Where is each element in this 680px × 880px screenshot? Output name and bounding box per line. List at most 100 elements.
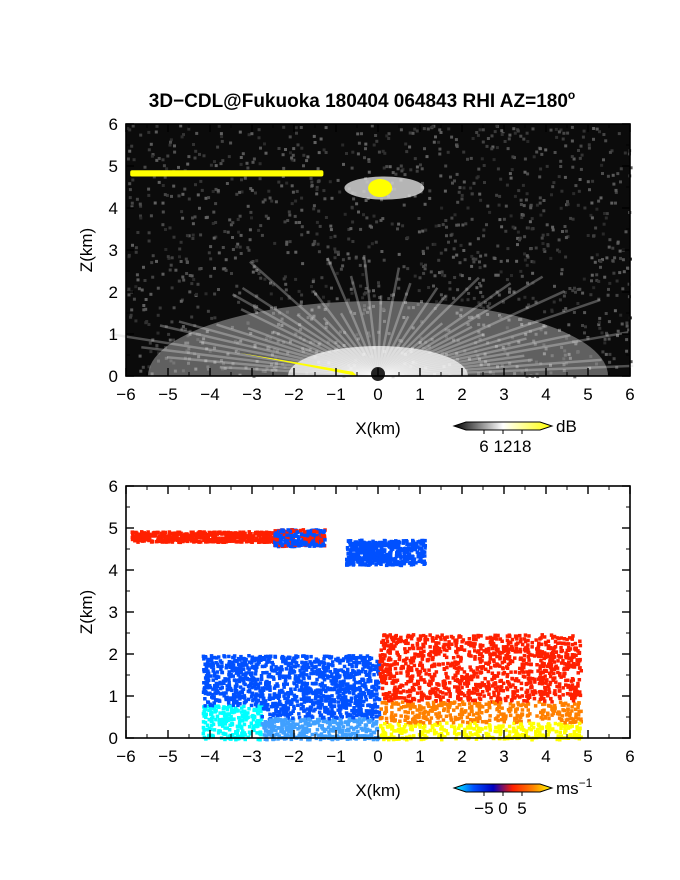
velocity-pixel-upper-west — [260, 532, 264, 537]
velocity-pixel-upper-west — [141, 534, 146, 539]
velocity-pixel-low-west — [232, 654, 237, 658]
velocity-pixel-low-west — [287, 725, 292, 729]
velocity-pixel-low-west — [366, 703, 370, 708]
velocity-pixel-low-west — [316, 699, 320, 703]
noise-pixel — [223, 367, 227, 370]
noise-pixel — [438, 271, 441, 275]
noise-pixel — [544, 347, 548, 351]
velocity-pixel-low-west — [285, 713, 290, 718]
velocity-pixel-upper-west — [204, 537, 208, 541]
velocity-pixel-upper-east — [319, 530, 324, 535]
noise-pixel — [399, 128, 403, 132]
noise-pixel — [363, 264, 367, 268]
velocity-pixel-low-east — [567, 660, 571, 664]
noise-pixel — [282, 340, 286, 344]
velocity-pixel-upper-west — [135, 534, 140, 538]
velocity-pixel-upper-east — [295, 530, 299, 534]
velocity-pixel-low-west — [302, 670, 306, 674]
velocity-pixel-low-west — [304, 692, 308, 696]
noise-pixel — [362, 213, 365, 217]
noise-pixel — [192, 143, 195, 146]
noise-pixel — [453, 213, 457, 217]
velocity-pixel-low-west — [313, 665, 317, 670]
velocity-pixel-low-west — [256, 660, 261, 664]
velocity-pixel-low-west — [289, 667, 294, 671]
noise-pixel — [506, 247, 510, 251]
noise-pixel — [581, 291, 585, 295]
velocity-pixel-low-west — [289, 687, 293, 691]
noise-pixel — [507, 137, 511, 141]
velocity-pixel-low-west — [312, 709, 316, 713]
velocity-pixel-low-west — [282, 730, 287, 734]
noise-pixel — [597, 320, 601, 324]
noise-pixel — [573, 286, 576, 290]
velocity-pixel-midlevel — [352, 542, 356, 547]
noise-pixel — [450, 135, 454, 139]
noise-pixel — [372, 214, 376, 218]
noise-pixel — [366, 331, 370, 335]
velocity-pixel-low-west — [241, 667, 246, 672]
noise-pixel — [351, 220, 355, 224]
velocity-pixel-upper-west — [271, 531, 275, 535]
noise-pixel — [272, 311, 275, 315]
noise-pixel — [604, 312, 608, 315]
velocity-pixel-low-east — [505, 666, 510, 670]
velocity-pixel-low-west — [243, 737, 247, 742]
velocity-pixel-upper-east — [282, 532, 287, 537]
noise-pixel — [590, 216, 594, 220]
velocity-pixel-midlevel — [376, 552, 380, 556]
noise-pixel — [415, 169, 419, 173]
noise-pixel — [619, 167, 623, 171]
noise-pixel — [577, 189, 581, 193]
velocity-pixel-low-west — [367, 656, 372, 660]
velocity-pixel-low-west — [263, 686, 267, 690]
velocity-pixel-midlevel — [410, 544, 414, 548]
noise-pixel — [456, 339, 460, 343]
velocity-pixel-low-west — [241, 709, 246, 714]
noise-pixel — [134, 319, 138, 323]
velocity-pixel-upper-west — [231, 536, 236, 541]
noise-pixel — [564, 144, 568, 148]
velocity-pixel-low-west — [209, 723, 214, 728]
noise-pixel — [236, 341, 240, 344]
velocity-pixel-low-west — [240, 661, 244, 665]
noise-pixel — [280, 324, 284, 327]
velocity-pixel-midlevel — [411, 560, 416, 565]
velocity-pixel-midlevel — [351, 556, 355, 560]
velocity-pixel-low-west — [304, 666, 309, 670]
noise-pixel — [503, 349, 507, 353]
noise-pixel — [155, 344, 159, 348]
velocity-pixel-low-west — [342, 657, 346, 661]
velocity-pixel-low-west — [217, 720, 221, 725]
noise-pixel — [274, 368, 278, 372]
velocity-pixel-low-west — [326, 663, 330, 667]
velocity-pixel-low-west — [267, 733, 271, 737]
velocity-pixel-midlevel — [348, 539, 353, 543]
velocity-pixel-midlevel — [400, 547, 405, 551]
velocity-pixel-low-west — [307, 710, 312, 714]
noise-pixel — [268, 336, 272, 340]
noise-pixel — [525, 263, 529, 267]
velocity-pixel-low-west — [319, 691, 323, 696]
noise-pixel — [202, 337, 206, 341]
noise-pixel — [271, 283, 275, 287]
velocity-pixel-upper-east — [287, 540, 291, 544]
noise-pixel — [580, 153, 584, 157]
velocity-pixel-low-west — [288, 723, 292, 728]
velocity-pixel-low-west — [206, 671, 211, 675]
noise-pixel — [565, 203, 568, 207]
velocity-pixel-low-west — [299, 679, 303, 683]
velocity-pixel-midlevel — [390, 563, 395, 567]
velocity-pixel-low-west — [289, 718, 293, 723]
velocity-pixel-upper-west — [265, 540, 269, 544]
noise-pixel — [193, 156, 197, 160]
velocity-pixel-low-west — [330, 660, 335, 664]
velocity-pixel-low-east — [487, 705, 491, 709]
noise-pixel — [602, 158, 605, 162]
noise-pixel — [147, 187, 151, 191]
noise-pixel — [455, 253, 459, 257]
noise-pixel — [147, 323, 151, 326]
velocity-pixel-low-west — [338, 686, 343, 691]
